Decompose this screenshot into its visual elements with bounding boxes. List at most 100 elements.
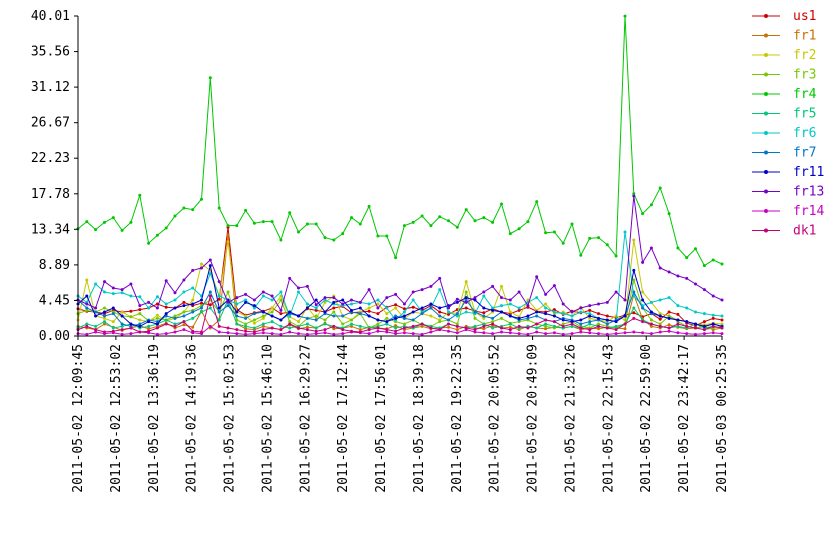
data-point-fr1-19 [244, 327, 248, 331]
data-point-fr6-43 [455, 314, 459, 318]
x-tick-label: 2011-05-02 13:36:19 [147, 344, 162, 493]
data-point-fr5-54 [552, 324, 556, 328]
data-point-fr4-37 [402, 224, 406, 228]
data-point-fr2-34 [376, 302, 380, 306]
data-point-fr13-68 [676, 274, 680, 278]
data-point-fr1-42 [447, 325, 450, 329]
data-point-fr4-9 [155, 233, 159, 237]
data-point-fr14-36 [394, 332, 398, 336]
data-point-fr13-9 [155, 306, 159, 310]
data-point-fr4-71 [702, 264, 706, 268]
data-point-fr13-10 [164, 279, 168, 283]
legend-label: fr2 [793, 48, 816, 63]
data-point-fr2-48 [500, 284, 503, 288]
data-point-us1-58 [588, 308, 592, 312]
data-point-fr14-11 [173, 330, 177, 334]
y-tick-label: 0.00 [39, 329, 70, 344]
x-tick-label: 2011-05-02 17:56:01 [374, 344, 389, 493]
data-point-fr11-10 [164, 312, 168, 316]
data-point-fr11-53 [544, 312, 548, 316]
data-point-fr4-4 [111, 216, 115, 220]
data-point-fr6-38 [411, 298, 415, 302]
legend-item-fr5: fr5 [752, 107, 816, 122]
data-point-fr11-51 [526, 314, 530, 318]
data-point-fr5-63 [632, 306, 636, 310]
x-axis-ticks: 2011-05-02 12:09:45 2011-05-02 12:53:02 20… [71, 336, 730, 493]
data-point-fr11-7 [138, 324, 142, 328]
data-point-fr5-24 [288, 326, 292, 330]
data-point-fr14-42 [447, 329, 450, 333]
data-point-fr7-39 [420, 312, 424, 316]
legend-label: fr4 [793, 87, 817, 102]
data-point-fr13-25 [297, 286, 300, 290]
data-point-fr3-29 [332, 310, 336, 314]
data-point-fr14-33 [367, 332, 371, 336]
data-point-dk1-12 [182, 320, 186, 324]
data-point-fr7-26 [305, 316, 309, 320]
data-point-fr1-8 [147, 327, 151, 331]
data-point-fr4-59 [597, 236, 600, 240]
data-point-dk1-11 [173, 324, 177, 328]
data-point-fr14-16 [217, 330, 221, 334]
legend-marker [764, 228, 768, 233]
series-line-fr13 [77, 195, 723, 313]
data-point-fr4-1 [85, 220, 89, 224]
data-point-fr3-22 [270, 310, 274, 314]
data-point-dk1-48 [500, 326, 503, 330]
data-point-dk1-66 [658, 324, 662, 328]
legend-item-fr4: fr4 [752, 87, 817, 102]
data-point-fr11-3 [103, 310, 106, 314]
data-point-fr11-58 [588, 314, 592, 318]
data-point-fr11-6 [129, 322, 133, 326]
data-point-fr13-22 [270, 294, 274, 298]
data-point-dk1-9 [155, 326, 159, 330]
data-point-fr3-20 [252, 318, 256, 322]
x-tick-label: 2011-05-02 20:49:09 [526, 344, 541, 493]
data-point-fr11-49 [508, 314, 512, 318]
data-point-fr4-62 [623, 14, 627, 18]
data-point-fr4-64 [641, 212, 645, 216]
data-point-dk1-41 [438, 328, 442, 332]
data-point-dk1-56 [570, 322, 574, 326]
legend-label: fr3 [793, 68, 816, 83]
data-point-dk1-18 [235, 328, 239, 332]
data-point-us1-50 [517, 308, 521, 312]
data-point-fr5-36 [394, 326, 398, 330]
data-point-fr4-33 [367, 204, 371, 208]
data-point-fr13-4 [111, 286, 115, 290]
data-point-fr14-47 [491, 332, 495, 336]
data-point-fr4-73 [720, 262, 724, 266]
data-point-fr2-35 [385, 312, 389, 316]
data-point-fr2-9 [155, 313, 159, 317]
data-point-fr13-56 [570, 310, 574, 314]
data-point-fr2-22 [270, 306, 274, 310]
data-point-fr13-30 [341, 302, 345, 306]
data-point-fr11-61 [614, 320, 618, 324]
data-point-dk1-1 [85, 324, 89, 328]
data-point-dk1-67 [667, 326, 671, 330]
data-point-fr4-60 [605, 243, 609, 247]
data-point-dk1-58 [588, 328, 592, 332]
data-point-fr13-18 [235, 296, 239, 300]
data-point-us1-59 [597, 312, 600, 316]
data-point-fr6-53 [544, 306, 548, 310]
data-point-fr3-65 [649, 318, 653, 322]
y-tick-label: 40.01 [31, 9, 70, 24]
data-point-fr2-63 [632, 238, 636, 242]
legend-label: fr6 [793, 126, 816, 141]
data-point-fr2-20 [252, 321, 256, 325]
data-point-fr11-4 [111, 306, 115, 310]
data-point-fr4-55 [561, 241, 565, 245]
data-point-fr7-36 [394, 314, 398, 318]
y-tick-label: 35.56 [31, 45, 70, 60]
legend-label: fr5 [793, 107, 816, 122]
data-point-fr3-34 [376, 322, 380, 326]
data-point-fr2-28 [323, 300, 327, 304]
data-point-us1-36 [394, 303, 398, 307]
data-point-fr7-19 [244, 316, 248, 320]
data-point-fr14-9 [155, 332, 159, 336]
data-point-dk1-25 [297, 326, 300, 330]
data-point-fr13-54 [552, 284, 556, 288]
data-point-fr4-10 [164, 226, 168, 230]
data-point-fr6-49 [508, 302, 512, 306]
